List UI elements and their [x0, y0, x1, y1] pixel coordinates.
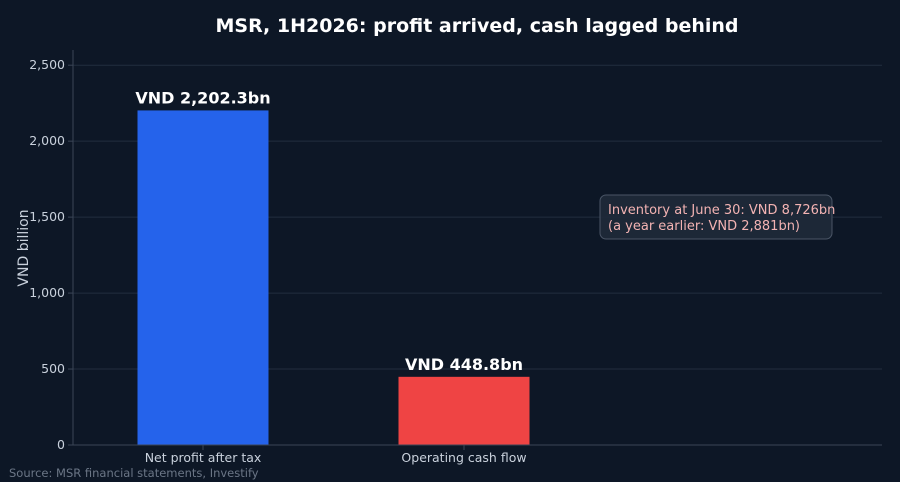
y-tick-label: 2,000 [29, 133, 65, 148]
y-axis-title: VND billion [16, 209, 32, 286]
bar [398, 376, 530, 445]
bar [137, 110, 269, 446]
bars [137, 110, 530, 446]
bar-value-label: VND 448.8bn [405, 355, 523, 374]
y-tick-label: 1,000 [29, 285, 65, 300]
annotation-background [599, 194, 833, 240]
y-tick-label: 1,500 [29, 209, 65, 224]
y-tick-label: 0 [57, 437, 65, 452]
y-axis-ticks: 0 500 1,000 1,500 2,000 2,500 [29, 57, 73, 452]
annotation-line-2: (a year earlier: VND 2,881bn) [608, 219, 800, 234]
annotation-line-1: Inventory at June 30: VND 8,726bn [608, 203, 835, 218]
annotation-box: Inventory at June 30: VND 8,726bn (a yea… [599, 194, 835, 240]
bar-value-label: VND 2,202.3bn [135, 88, 270, 107]
y-tick-label: 2,500 [29, 57, 65, 72]
y-tick-label: 500 [41, 361, 65, 376]
source-note: Source: MSR financial statements, Invest… [9, 466, 259, 480]
x-tick-label: Operating cash flow [401, 450, 526, 465]
chart-title: MSR, 1H2026: profit arrived, cash lagged… [215, 15, 738, 37]
data-labels: VND 2,202.3bn VND 448.8bn [135, 88, 523, 373]
x-tick-label: Net profit after tax [145, 450, 262, 465]
x-axis-ticks: Net profit after tax Operating cash flow [145, 445, 527, 465]
